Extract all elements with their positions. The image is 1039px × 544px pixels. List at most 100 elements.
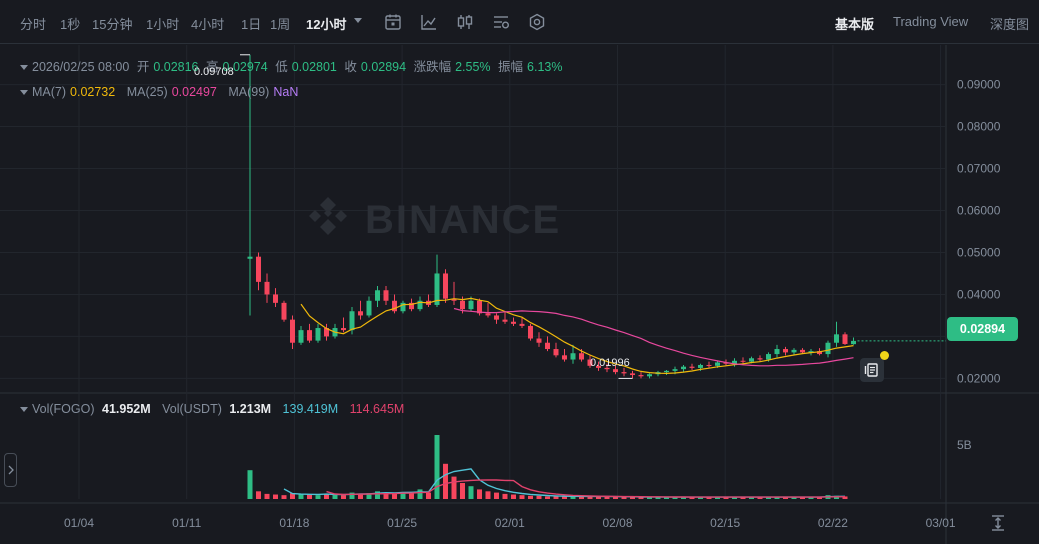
volume-bar [375,491,380,499]
volume-bar [681,497,686,499]
candle-body [460,300,465,310]
date-tick-label: 02/01 [495,516,525,530]
volume-bar [443,463,448,499]
candle-body [502,319,508,322]
volume-bar [740,497,746,499]
volume-bar [400,491,406,499]
line-chart-icon[interactable] [419,12,439,32]
volume-bar [341,495,346,499]
candle-body [783,349,788,353]
volume-bar [264,493,270,499]
volume-axis-tick: 5B [957,438,972,452]
candle-body [281,302,287,320]
timeframe-1w[interactable]: 1周 [270,17,291,32]
volume-bar [579,496,584,499]
date-tick-label: 02/08 [602,516,632,530]
settings-gear-icon[interactable] [527,12,547,32]
volume-bar [783,497,788,499]
view-depth-tab[interactable]: 深度图 [990,17,1030,32]
volume-bar [655,497,661,499]
view-basic-tab[interactable]: 基本版 [835,17,875,32]
volume-ma-a-line [283,468,846,498]
candle-body [519,323,525,326]
open-value: 0.02816 [153,60,199,74]
volume-bar [324,493,329,499]
view-tradingview-tab[interactable]: Trading View [893,14,969,29]
price-tick-label: 0.05000 [957,245,1001,259]
depth-settings-icon[interactable] [491,12,511,32]
candlestick-chart[interactable]: 0.09000 0.08000 0.07000 0.06000 0.05000 0.040… [0,45,1039,544]
price-tick-label: 0.02000 [957,371,1001,385]
candle-body [757,358,763,360]
candle-body [358,311,363,316]
timeframe-15m[interactable]: 15分钟 [92,17,133,32]
volume-bar [392,493,397,499]
candle-body [698,364,703,368]
ma99-label: MA(99) [228,85,270,99]
panel-expand-handle[interactable] [4,453,17,487]
volume-legend: Vol(FOGO) 41.952M Vol(USDT) 1.213M 139.4… [20,402,408,416]
date-tick-label: 01/04 [64,516,94,530]
volume-bar [298,493,304,499]
candle-body [273,294,278,303]
candle-body [553,349,559,356]
volume-bar [817,497,822,499]
ma7-label: MA(7) [32,85,67,99]
candle-body [443,273,448,299]
ma25-label: MA(25) [126,85,168,99]
ma7-line [300,297,854,375]
notes-icon[interactable] [860,358,884,382]
volume-bar [689,497,695,499]
chevron-down-icon[interactable] [20,65,28,71]
chevron-down-icon[interactable] [354,18,362,23]
close-value: 0.02894 [360,60,407,74]
volume-bar [434,435,440,499]
volume-bar [511,494,516,499]
volume-bar [808,497,814,499]
candle-body [375,290,380,301]
candle-body [511,321,516,324]
indicator-settings-icon[interactable] [383,12,403,32]
candle-body [341,328,346,331]
volume-bar [715,497,720,499]
volume-bar [630,497,635,499]
ma7-value: 0.02732 [70,85,116,99]
candle-body [825,342,831,355]
ohlc-date: 2026/02/25 08:00 [32,60,130,74]
change-label: 涨跌幅 [413,60,452,74]
candle-body [834,334,839,343]
candle-body [715,362,720,366]
candle-body [817,351,822,355]
chart-toolbar: 分时 1秒 15分钟 1小时 4小时 1日 1周 12小时 基本版 Tradin… [0,0,1039,44]
volume-bar [273,494,278,499]
price-tick-label: 0.08000 [957,120,1001,134]
open-label: 开 [136,60,150,74]
volume-bar [587,496,593,499]
chart-area[interactable]: 0.09000 0.08000 0.07000 0.06000 0.05000 0.040… [0,45,1039,544]
timeframe-1h[interactable]: 1小时 [146,17,180,32]
candle-body [494,315,499,320]
volume-bar [494,492,499,499]
volume-bar [383,492,389,499]
timeframe-1d[interactable]: 1日 [241,17,262,32]
ohlc-legend: 2026/02/25 08:00 开 0.02816 高 0.02974 低 0.02… [20,56,566,75]
chevron-down-icon[interactable] [20,407,28,413]
timeframe-1s[interactable]: 1秒 [60,17,81,32]
watermark-text: BINANCE [365,198,561,241]
volume-bar [426,492,431,499]
volume-bar [570,496,576,499]
volume-bar [613,497,618,499]
timeframe-realtime[interactable]: 分时 [20,17,47,32]
volume-bar [664,497,669,499]
amplitude-value: 6.13% [527,60,563,74]
candle-type-icon[interactable] [455,12,475,32]
timeframe-12h-selected[interactable]: 12小时 [306,17,347,32]
volume-bar [647,497,652,499]
volume-bar [468,486,474,499]
chevron-down-icon[interactable] [20,90,28,96]
notification-dot [880,351,889,360]
fit-scale-icon[interactable] [988,513,1008,533]
volume-ma-b-line [326,479,846,498]
timeframe-4h[interactable]: 4小时 [191,17,225,32]
candle-body [638,375,644,377]
